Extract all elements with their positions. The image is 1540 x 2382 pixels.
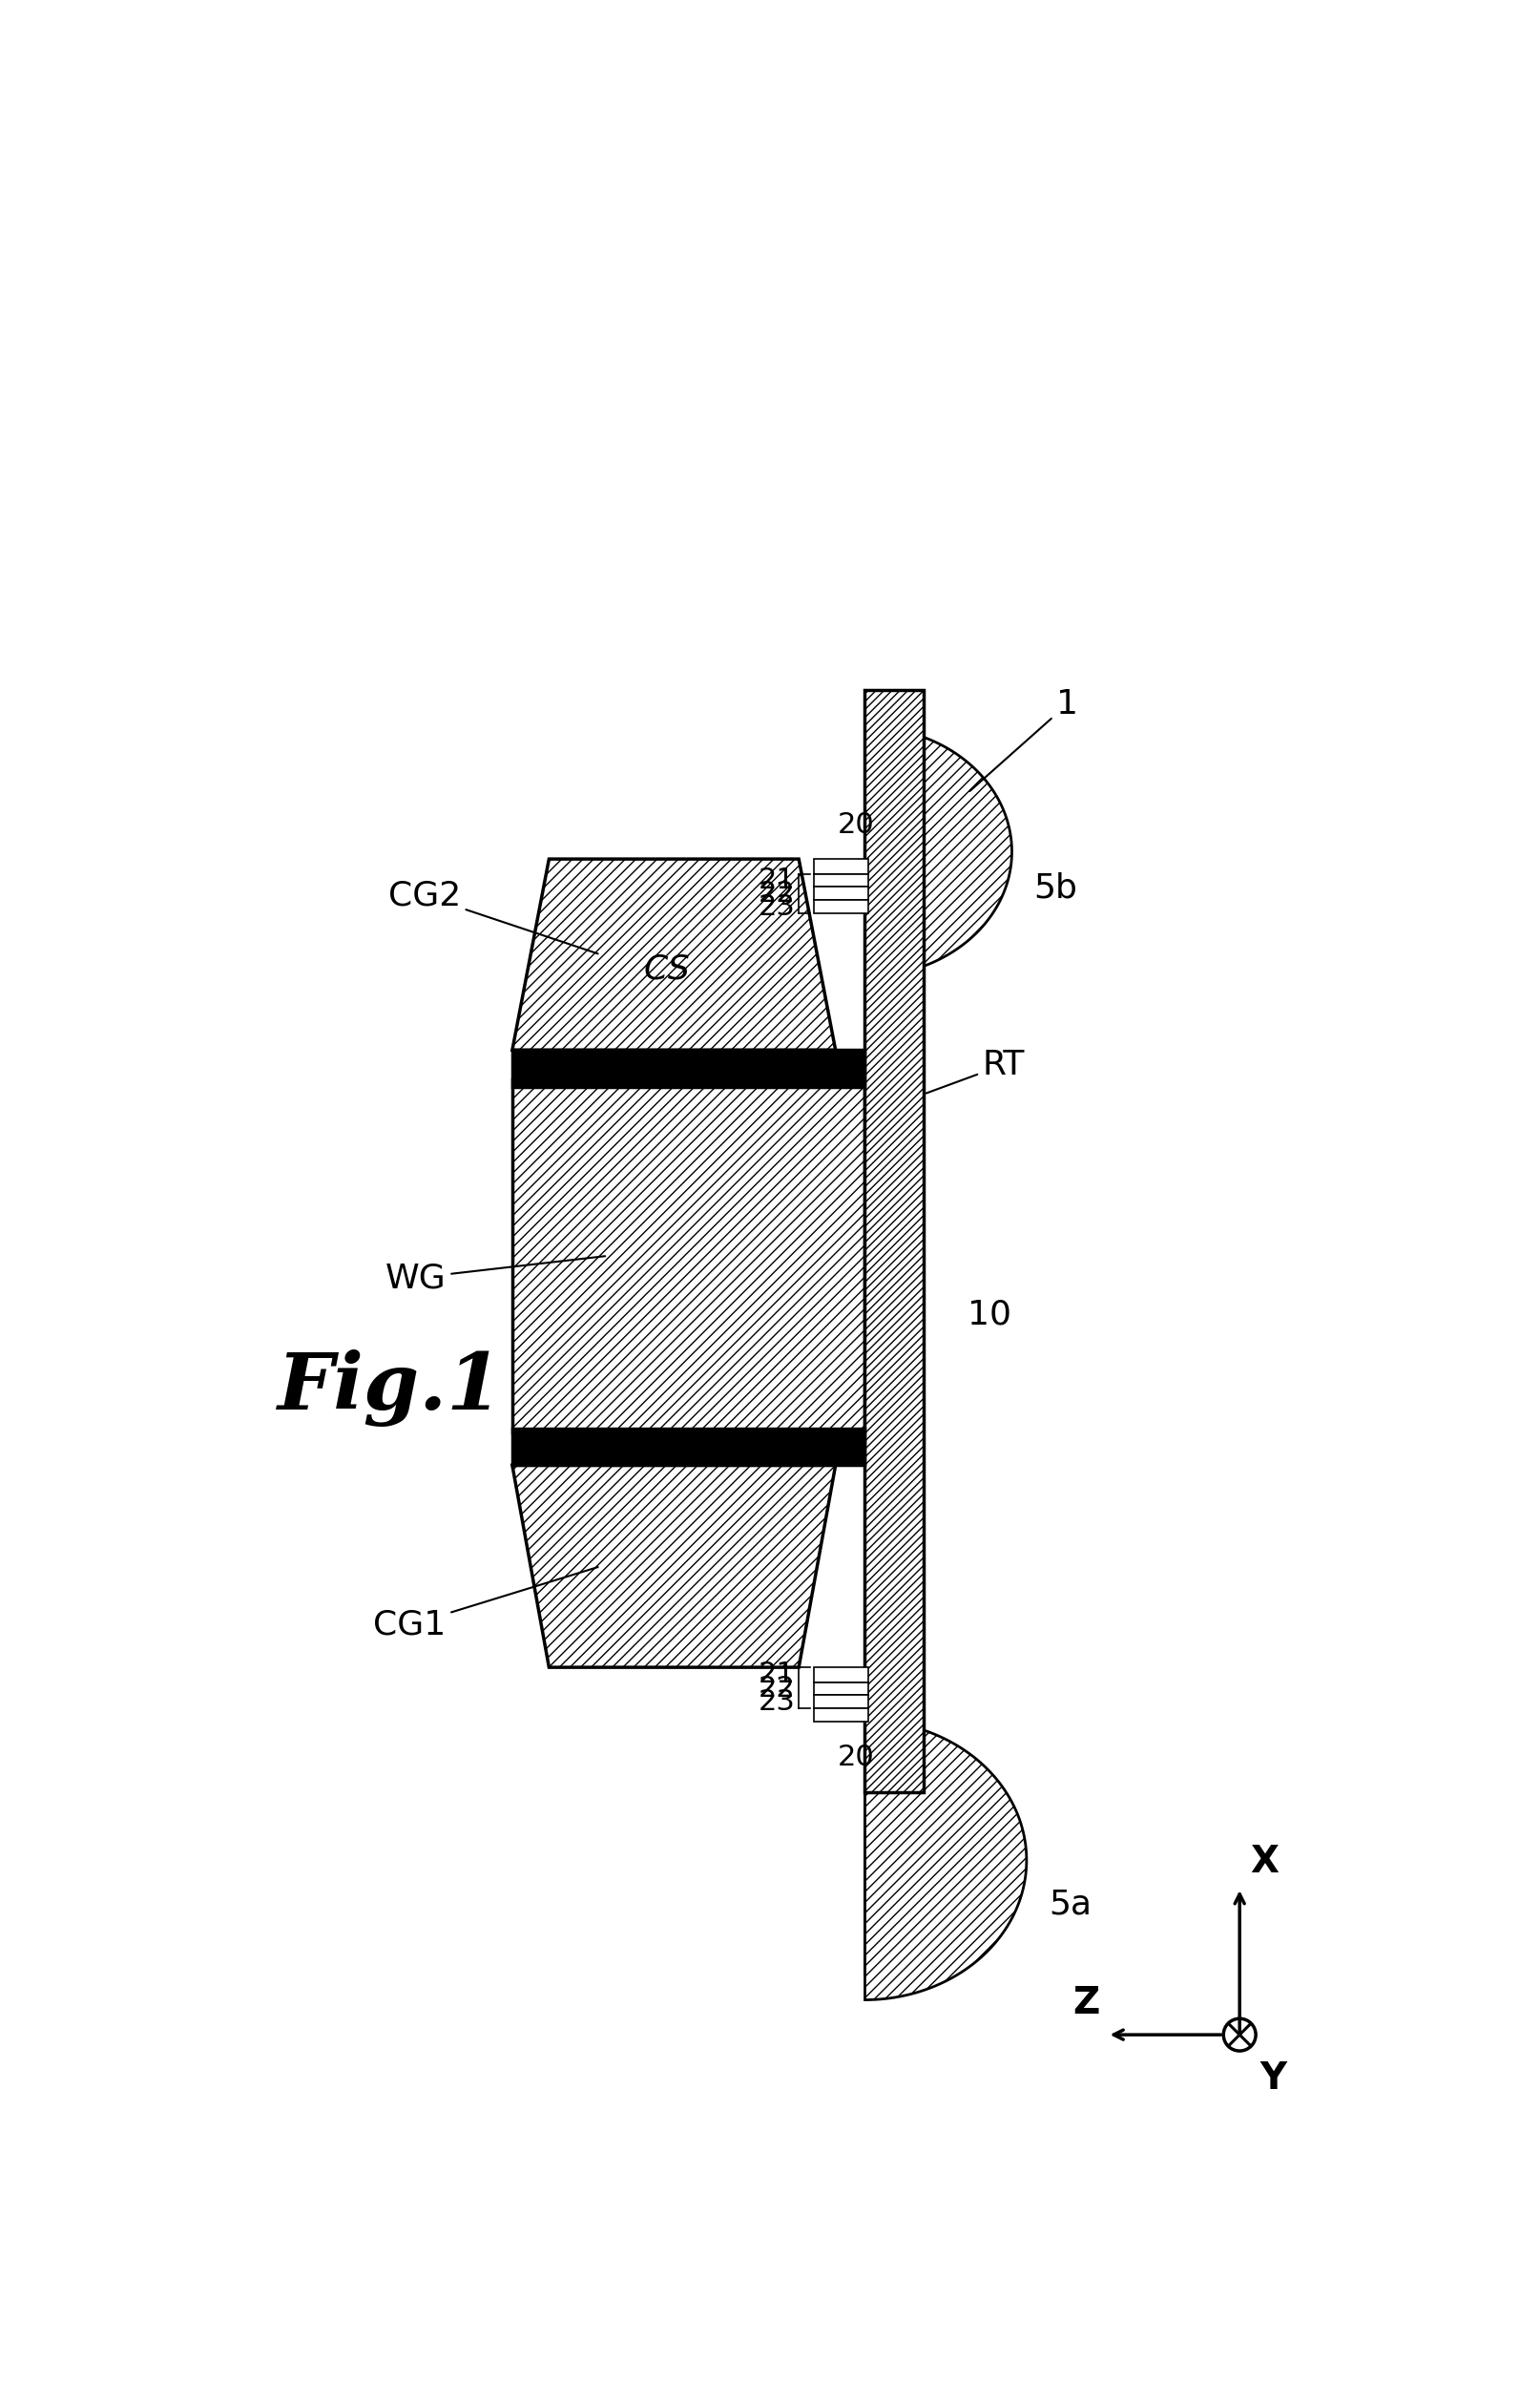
Polygon shape <box>513 1465 836 1667</box>
Text: WG: WG <box>385 1255 605 1293</box>
Text: 5a: 5a <box>1049 1889 1092 1920</box>
Text: CG2: CG2 <box>388 879 598 953</box>
Text: 22: 22 <box>758 879 795 908</box>
Bar <box>513 1050 865 1086</box>
Text: 21: 21 <box>758 1660 795 1689</box>
Text: RT: RT <box>926 1048 1024 1093</box>
Polygon shape <box>865 1720 1027 2001</box>
Text: X: X <box>1250 1844 1280 1879</box>
Bar <box>813 1667 869 1682</box>
Text: 22: 22 <box>758 1675 795 1703</box>
Polygon shape <box>865 712 1012 991</box>
Text: CS: CS <box>644 953 690 986</box>
Polygon shape <box>513 860 836 1050</box>
Text: 10: 10 <box>967 1298 1012 1332</box>
Text: 1: 1 <box>970 688 1078 791</box>
Text: Z: Z <box>1073 1984 1100 2022</box>
Text: CG1: CG1 <box>373 1567 598 1641</box>
Bar <box>513 1079 865 1432</box>
Bar <box>813 1682 869 1696</box>
Bar <box>865 691 924 1791</box>
Text: 23: 23 <box>758 893 795 919</box>
Text: 23: 23 <box>758 1689 795 1715</box>
Bar <box>813 874 869 886</box>
Text: Fig.1: Fig.1 <box>277 1351 502 1427</box>
Text: 20: 20 <box>838 810 875 838</box>
Bar <box>813 886 869 900</box>
Bar <box>813 860 869 874</box>
Text: Y: Y <box>1260 2060 1286 2096</box>
Text: 20: 20 <box>838 1744 875 1772</box>
Bar <box>813 1708 869 1722</box>
Bar <box>813 1696 869 1708</box>
Bar <box>813 900 869 912</box>
Text: 21: 21 <box>758 867 795 893</box>
Text: 5b: 5b <box>1033 872 1078 905</box>
Bar <box>513 1429 865 1465</box>
